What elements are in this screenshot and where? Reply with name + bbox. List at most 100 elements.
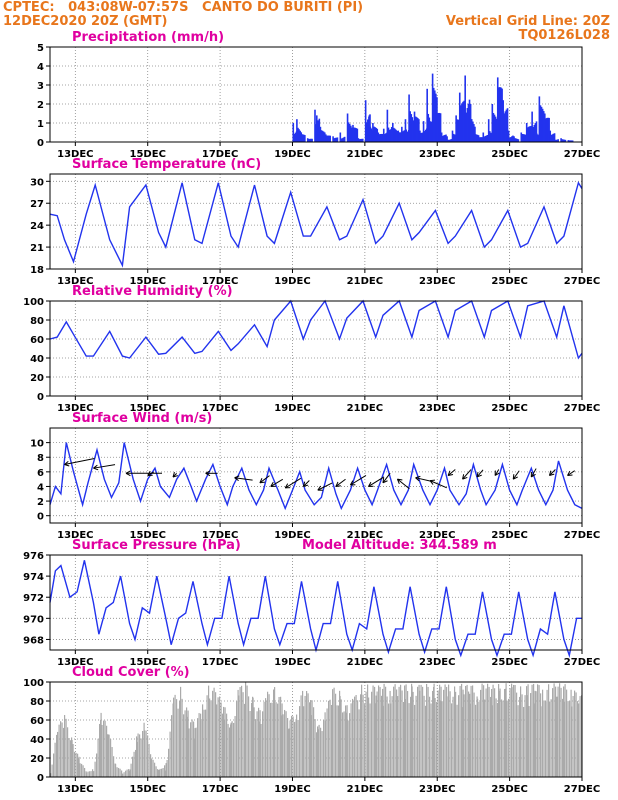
cloud-bar <box>545 701 547 777</box>
cloud-bar <box>300 695 302 777</box>
cloud-bar <box>553 683 555 777</box>
wind-arrow <box>234 477 253 481</box>
cloud-bar <box>168 748 170 777</box>
cloud-bar <box>375 703 377 777</box>
precip-bar <box>309 138 311 142</box>
cloud-bar <box>574 690 576 777</box>
cloud-bar <box>82 765 84 777</box>
cloud-bar <box>347 720 349 777</box>
cloud-bar <box>579 696 581 777</box>
cloud-bar <box>466 684 468 777</box>
precip-bar <box>408 94 410 142</box>
precip-bar <box>529 126 531 142</box>
cloud-bar <box>57 731 59 777</box>
cloud-bar <box>125 770 127 777</box>
precip-bar <box>380 133 383 142</box>
y-tick-label: 972 <box>23 593 44 604</box>
precip-bar <box>439 113 442 142</box>
y-tick-label: 40 <box>30 735 44 746</box>
y-tick-label: 30 <box>30 177 44 188</box>
cloud-bar <box>393 686 395 777</box>
precip-bar <box>317 128 319 142</box>
cloud-bar <box>155 766 157 777</box>
cloud-bar <box>317 726 319 777</box>
precip-bar <box>444 134 446 142</box>
cloud-bar <box>417 686 419 777</box>
wind-arrow <box>382 472 391 484</box>
cloud-bar <box>267 691 269 777</box>
wind-arrow-head <box>382 477 385 483</box>
precip-bar <box>390 127 393 142</box>
cloud-bar <box>505 688 507 777</box>
cloud-bar <box>412 691 414 777</box>
precip-bar <box>304 135 306 142</box>
precip-bar <box>506 108 509 142</box>
precip-bar <box>293 134 296 142</box>
precip-bar <box>364 100 367 142</box>
cloud-bar <box>291 715 293 777</box>
cloud-bar <box>236 700 238 777</box>
precip-bar <box>532 126 535 142</box>
precip-bar <box>394 128 396 142</box>
cloud-bar <box>121 770 123 777</box>
cloud-bar <box>480 689 482 777</box>
precip-bar <box>531 111 533 142</box>
cloud-bar <box>70 740 72 777</box>
cloud-bar <box>410 696 412 777</box>
cloud-bar <box>245 682 247 777</box>
wind-arrow-head <box>234 477 239 482</box>
precip-bar <box>306 138 309 142</box>
cloud-bar <box>292 716 294 777</box>
precip-bar <box>310 138 312 142</box>
x-tick-label: 23DEC <box>419 784 455 795</box>
precip-bar <box>360 138 363 142</box>
cloud-bar <box>403 701 405 777</box>
cloud-bar <box>492 684 494 777</box>
cloud-bar <box>556 696 558 777</box>
wind-arrow-head <box>205 472 211 477</box>
x-tick-label: 15DEC <box>130 530 166 541</box>
cloud-bar <box>491 689 493 777</box>
x-tick-label: 17DEC <box>202 784 238 795</box>
precip-bar <box>316 115 318 142</box>
cloud-bar <box>217 697 219 777</box>
cloud-bar <box>345 705 347 777</box>
cloud-bar <box>524 695 526 777</box>
precip-bar <box>386 109 389 142</box>
cloud-bar <box>186 707 188 777</box>
precip-bar <box>445 134 447 142</box>
wind-arrow-head <box>531 473 536 478</box>
precip-bar <box>528 126 530 142</box>
precip-bar <box>499 87 501 142</box>
precip-bar <box>375 127 377 142</box>
panel-frame <box>49 173 583 270</box>
cloud-bar <box>423 695 425 777</box>
wind-arrow <box>447 469 456 476</box>
cloud-bar <box>520 686 522 777</box>
precip-bar <box>458 92 461 142</box>
wind-arrow-head <box>172 475 178 478</box>
wind-arrow <box>530 468 537 478</box>
cloud-bar <box>484 699 486 777</box>
precip-bar <box>471 121 474 142</box>
cloud-bar <box>559 683 561 777</box>
cloud-bar <box>101 724 103 777</box>
panel-2: Surface Temperature (nC) 18 21 24 27 30 13DEC 1… <box>30 157 600 287</box>
precip-bar <box>479 137 481 142</box>
precip-bar <box>484 135 487 142</box>
precip-bar <box>329 135 331 142</box>
cloud-bar <box>74 751 76 777</box>
x-tick-label: 13DEC <box>57 530 93 541</box>
cloud-bar <box>50 773 52 777</box>
cloud-bar <box>401 690 403 777</box>
cloud-bar <box>527 695 529 777</box>
cloud-bar <box>504 688 506 777</box>
cloud-bar <box>419 690 421 777</box>
precip-bar <box>525 123 528 142</box>
x-tick-label: 23DEC <box>419 530 455 541</box>
precip-bar <box>401 126 403 142</box>
series-line <box>49 181 583 268</box>
cloud-bar <box>314 719 316 777</box>
precip-bar <box>521 133 524 142</box>
precip-bar <box>376 128 379 142</box>
